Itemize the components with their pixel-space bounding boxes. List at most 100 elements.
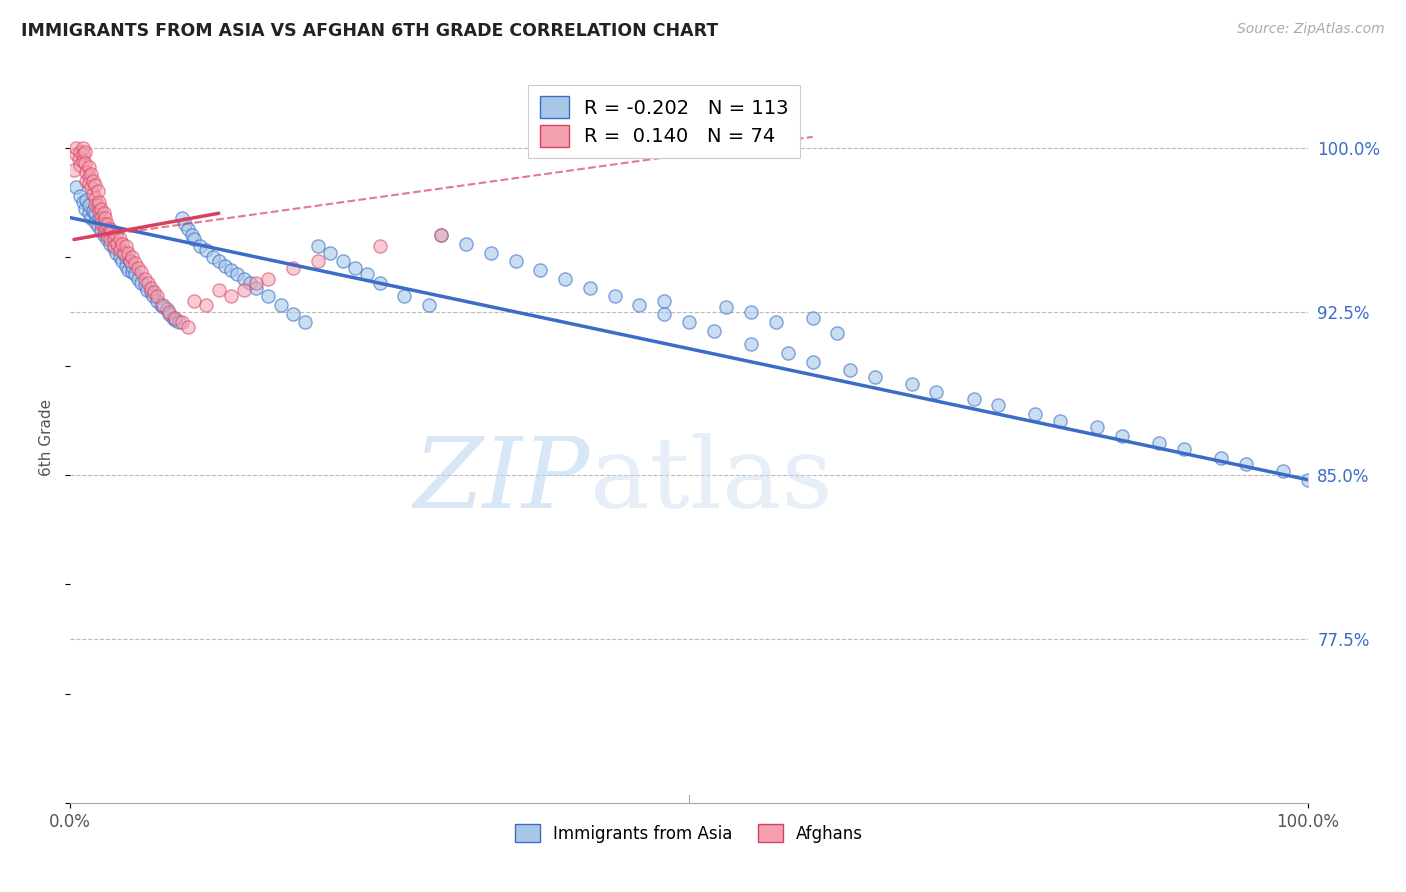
Point <box>75 145 97 160</box>
Point <box>987 399 1010 413</box>
Point <box>356 268 378 282</box>
Point <box>87 195 110 210</box>
Point <box>77 161 100 175</box>
Point <box>1173 442 1195 456</box>
Point <box>678 315 700 329</box>
Text: IMMIGRANTS FROM ASIA VS AFGHAN 6TH GRADE CORRELATION CHART: IMMIGRANTS FROM ASIA VS AFGHAN 6TH GRADE… <box>21 22 718 40</box>
Point <box>63 162 86 177</box>
Point <box>195 298 218 312</box>
Point <box>134 272 156 286</box>
Point <box>90 224 112 238</box>
Point <box>94 224 117 238</box>
Point <box>86 185 108 199</box>
Point <box>152 298 174 312</box>
Point <box>219 289 242 303</box>
Point <box>111 254 134 268</box>
Point <box>75 165 97 179</box>
Point <box>134 278 156 293</box>
Point <box>776 346 799 360</box>
Point <box>628 298 651 312</box>
Point <box>84 191 107 205</box>
Point <box>529 263 551 277</box>
Point <box>93 228 115 243</box>
Point <box>142 289 165 303</box>
Point <box>165 311 187 326</box>
Point <box>86 219 108 234</box>
Point <box>100 228 122 243</box>
Point <box>281 260 304 275</box>
Point <box>139 285 162 299</box>
Point <box>863 370 886 384</box>
Point <box>170 211 193 225</box>
Point <box>100 224 122 238</box>
Point <box>84 206 107 220</box>
Point <box>84 178 107 192</box>
Point <box>82 186 104 201</box>
Point <box>1024 407 1046 421</box>
Point <box>108 244 131 258</box>
Point <box>579 280 602 294</box>
Point <box>1234 458 1257 472</box>
Point <box>368 276 391 290</box>
Point <box>232 283 254 297</box>
Point <box>127 272 149 286</box>
Point <box>294 315 316 329</box>
Point <box>505 254 527 268</box>
Point <box>136 276 159 290</box>
Point <box>554 272 576 286</box>
Point <box>343 260 366 275</box>
Point <box>121 265 143 279</box>
Point <box>108 232 131 246</box>
Point <box>98 236 121 251</box>
Point <box>118 254 141 268</box>
Point <box>157 307 180 321</box>
Point <box>139 280 162 294</box>
Point <box>82 204 104 219</box>
Point <box>65 141 87 155</box>
Point <box>94 211 117 225</box>
Point <box>418 298 440 312</box>
Point <box>108 241 131 255</box>
Point <box>98 221 121 235</box>
Point <box>146 293 169 308</box>
Point <box>129 265 152 279</box>
Point <box>1271 464 1294 478</box>
Point <box>270 298 292 312</box>
Point <box>90 217 112 231</box>
Point <box>157 304 180 318</box>
Point <box>84 215 107 229</box>
Point <box>90 211 112 225</box>
Point <box>1209 450 1232 465</box>
Point <box>226 268 249 282</box>
Point <box>188 239 211 253</box>
Point <box>121 259 143 273</box>
Point <box>115 259 138 273</box>
Point <box>765 315 787 329</box>
Point <box>103 232 125 246</box>
Point <box>80 211 103 225</box>
Point <box>257 289 280 303</box>
Point <box>87 211 110 225</box>
Point <box>925 385 948 400</box>
Point <box>801 311 824 326</box>
Point <box>162 311 184 326</box>
Point <box>1085 420 1108 434</box>
Legend: Immigrants from Asia, Afghans: Immigrants from Asia, Afghans <box>508 818 870 849</box>
Point <box>652 307 675 321</box>
Text: ZIP: ZIP <box>413 434 591 529</box>
Point <box>603 289 626 303</box>
Point <box>117 263 139 277</box>
Point <box>124 268 146 282</box>
Point <box>67 152 90 166</box>
Point <box>75 173 97 187</box>
Point <box>82 173 104 187</box>
Point <box>232 272 254 286</box>
Point <box>90 202 112 216</box>
Point <box>195 244 218 258</box>
Point <box>108 250 131 264</box>
Point <box>96 217 118 231</box>
Point <box>319 245 342 260</box>
Point <box>152 300 174 314</box>
Point <box>146 289 169 303</box>
Point <box>72 153 94 168</box>
